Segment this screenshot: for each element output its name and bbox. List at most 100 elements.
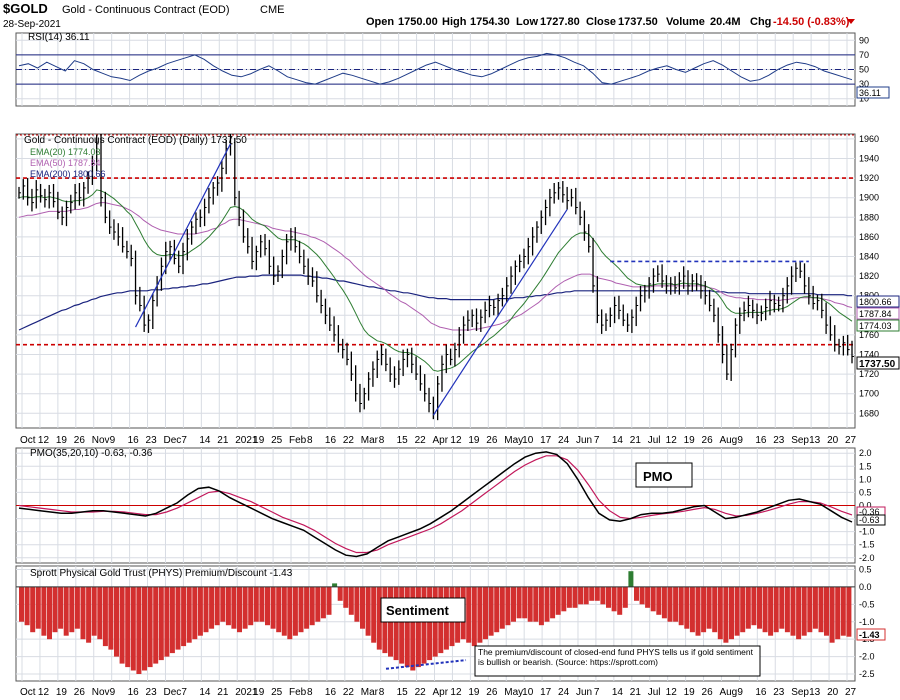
premium-bar bbox=[807, 586, 813, 633]
premium-bar bbox=[97, 586, 103, 640]
premium-bar bbox=[147, 586, 153, 668]
sentiment-title: Sprott Physical Gold Trust (PHYS) Premiu… bbox=[30, 568, 293, 579]
y-tick-label-price: 1920 bbox=[859, 173, 879, 183]
y-tick-label-price: 1840 bbox=[859, 252, 879, 262]
premium-bar bbox=[684, 586, 690, 629]
x-tick-label-top: 19 bbox=[56, 435, 68, 446]
sentiment-note-box: The premium/discount of closed-end fund … bbox=[474, 645, 761, 677]
x-tick-label-top: 8 bbox=[379, 435, 385, 446]
premium-bar bbox=[801, 586, 807, 636]
x-tick-label-bottom: 20 bbox=[827, 687, 839, 698]
x-tick-label-bottom: 26 bbox=[702, 687, 714, 698]
premium-bar bbox=[108, 586, 114, 650]
x-tick-label-top: 8 bbox=[307, 435, 313, 446]
ema200-badge-text: 1800.66 bbox=[859, 297, 892, 307]
premium-bar bbox=[622, 586, 628, 608]
x-tick-label-bottom: 19 bbox=[684, 687, 696, 698]
legend-ema20: EMA(20) 1774.03 bbox=[30, 147, 101, 157]
instrument-name: Gold - Continuous Contract (EOD) bbox=[62, 4, 230, 16]
x-tick-label-top: Apr bbox=[433, 435, 449, 446]
premium-bar bbox=[768, 586, 774, 636]
high-value: 1754.30 bbox=[470, 16, 510, 28]
premium-bar bbox=[695, 586, 701, 636]
close-label: Close bbox=[586, 16, 616, 28]
premium-bar bbox=[594, 586, 600, 601]
premium-bar bbox=[158, 586, 164, 661]
x-tick-label-top: 21 bbox=[630, 435, 642, 446]
x-tick-label-bottom: 9 bbox=[737, 687, 743, 698]
x-tick-label-top: 17 bbox=[540, 435, 552, 446]
x-tick-label-bottom: 12 bbox=[38, 687, 50, 698]
premium-bar bbox=[19, 586, 24, 622]
x-tick-label-top: 16 bbox=[755, 435, 767, 446]
x-tick-label-bottom: 7 bbox=[594, 687, 600, 698]
premium-bar bbox=[175, 586, 181, 650]
premium-bar bbox=[784, 586, 790, 633]
close-value: 1737.50 bbox=[618, 16, 658, 28]
x-tick-label-top: 16 bbox=[128, 435, 140, 446]
premium-bar bbox=[320, 586, 326, 619]
x-tick-label-bottom: 23 bbox=[773, 687, 785, 698]
premium-bar bbox=[41, 586, 47, 636]
premium-bar bbox=[393, 586, 399, 661]
premium-bar bbox=[265, 586, 270, 626]
pmo-badge: -0.63 bbox=[856, 514, 886, 526]
premium-bar bbox=[225, 586, 231, 626]
y-tick-label-sent: -0.5 bbox=[859, 599, 875, 609]
premium-bar bbox=[511, 586, 516, 622]
premium-bar bbox=[723, 586, 729, 643]
premium-bar bbox=[248, 586, 254, 626]
premium-bar bbox=[466, 586, 472, 643]
premium-bar bbox=[326, 586, 332, 615]
x-tick-label-bottom: 24 bbox=[558, 687, 570, 698]
premium-bar bbox=[617, 586, 623, 615]
x-tick-label-bottom: 25 bbox=[271, 687, 283, 698]
x-tick-label-bottom: 17 bbox=[540, 687, 552, 698]
premium-bar bbox=[583, 586, 589, 605]
y-tick-label-pmo: -2.0 bbox=[859, 553, 875, 563]
x-tick-label-bottom: Apr bbox=[433, 687, 449, 698]
x-tick-label-top: 24 bbox=[558, 435, 570, 446]
premium-bar bbox=[63, 586, 69, 636]
sentiment-divergence-line bbox=[385, 659, 467, 670]
premium-bar bbox=[656, 586, 662, 615]
premium-bar bbox=[259, 586, 265, 622]
premium-bar bbox=[52, 586, 58, 633]
y-tick-label-pmo: 2.0 bbox=[859, 448, 872, 458]
premium-bar bbox=[281, 586, 287, 636]
premium-bar bbox=[499, 586, 505, 629]
x-tick-label-top: Nov bbox=[92, 435, 110, 446]
premium-bar bbox=[169, 586, 175, 654]
premium-bar bbox=[410, 586, 416, 671]
x-tick-label-top: Oct bbox=[20, 435, 36, 446]
y-tick-label-price: 1720 bbox=[859, 369, 879, 379]
premium-bar bbox=[47, 586, 52, 640]
premium-bar bbox=[203, 586, 209, 633]
premium-bar bbox=[298, 586, 304, 633]
premium-bar bbox=[337, 586, 343, 601]
premium-bar bbox=[360, 586, 365, 629]
x-tick-label-top: 26 bbox=[486, 435, 498, 446]
premium-bar bbox=[812, 586, 818, 629]
x-tick-label-bottom: 15 bbox=[397, 687, 409, 698]
premium-bar bbox=[606, 586, 611, 608]
x-tick-label-bottom: 13 bbox=[809, 687, 821, 698]
x-tick-label-top: 22 bbox=[343, 435, 355, 446]
x-tick-label-top: 22 bbox=[415, 435, 427, 446]
x-tick-label-top: 19 bbox=[253, 435, 265, 446]
ema20-badge-text: 1774.03 bbox=[859, 321, 892, 331]
premium-bar bbox=[840, 586, 846, 636]
x-tick-label-bottom: 23 bbox=[146, 687, 158, 698]
x-tick-label-top: May bbox=[504, 435, 523, 446]
premium-bar bbox=[287, 586, 293, 640]
premium-bar bbox=[404, 586, 410, 668]
x-tick-label-bottom: 19 bbox=[468, 687, 480, 698]
sentiment-annotation: Sentiment bbox=[380, 597, 466, 623]
premium-bar bbox=[790, 586, 796, 636]
premium-bar bbox=[119, 586, 125, 664]
premium-bar bbox=[829, 586, 835, 643]
premium-bar bbox=[740, 586, 746, 633]
premium-bar bbox=[712, 586, 718, 633]
premium-bar bbox=[589, 586, 595, 601]
